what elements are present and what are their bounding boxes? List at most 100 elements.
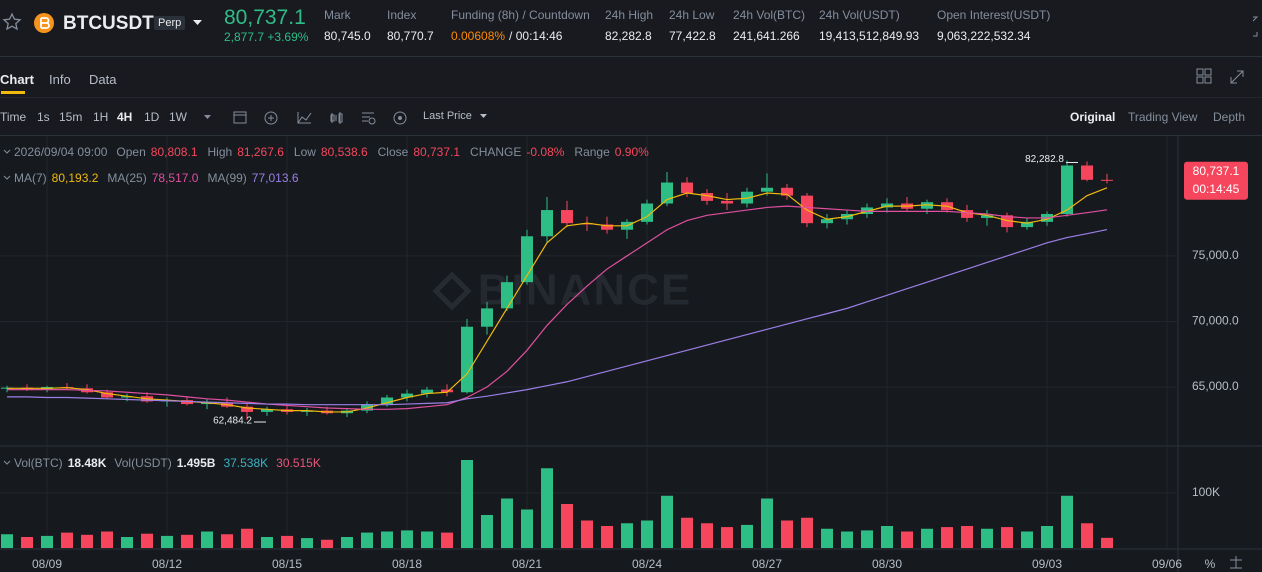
legend-label: Range — [574, 145, 610, 159]
interval[interactable]: 1H — [93, 110, 109, 124]
high-annotation: 82,282.8 — [1025, 154, 1064, 165]
tab[interactable]: Data — [89, 72, 117, 87]
price-tag-countdown: 00:14:45 — [1193, 182, 1240, 196]
legend-time: 2026/09/04 09:00 — [14, 145, 108, 159]
volume-bar — [641, 520, 653, 548]
interval[interactable]: 15m — [59, 110, 83, 124]
collapse-icon[interactable] — [3, 460, 11, 465]
tab[interactable]: Chart — [0, 72, 34, 87]
volume-bar — [81, 534, 93, 548]
volume-bar — [61, 532, 73, 548]
watermark-logo — [432, 271, 472, 311]
coin-icon — [34, 13, 54, 33]
price-type[interactable]: Last Price — [423, 110, 472, 122]
toolbar-bg — [0, 56, 1262, 136]
legend-value: 80,538.6 — [321, 145, 368, 159]
symbol-dropdown[interactable] — [192, 18, 204, 28]
symbol[interactable]: BTCUSDT — [63, 13, 154, 34]
volume-bar — [121, 537, 133, 548]
legend-entry: MA(7) — [14, 171, 47, 185]
collapse-icon[interactable] — [3, 149, 11, 154]
candle-body — [241, 406, 253, 412]
candle-body — [1081, 165, 1093, 180]
toolbar-icons[interactable] — [200, 110, 420, 126]
volume-bar — [1021, 531, 1033, 548]
volume-bar — [381, 531, 393, 548]
volume-bar — [441, 532, 453, 548]
volume-bar — [561, 504, 573, 548]
legend-value: 78,517.0 — [152, 171, 199, 185]
volume-bar — [761, 498, 773, 548]
legend-label: Vol(USDT) — [114, 456, 171, 470]
candle-body — [361, 404, 373, 411]
legend-value: 80,808.1 — [151, 145, 198, 159]
tab[interactable]: Info — [49, 72, 71, 87]
price-tag — [1184, 161, 1248, 200]
volume-bar — [841, 531, 853, 548]
volume-bar — [621, 523, 633, 548]
candle-body — [441, 389, 453, 393]
legend-value: 77,013.6 — [252, 171, 299, 185]
view-option[interactable]: Trading View — [1128, 110, 1198, 124]
interval[interactable]: 1D — [144, 110, 160, 124]
layout-icons[interactable] — [1195, 68, 1255, 88]
volume-bar — [541, 468, 553, 548]
legend-label: Vol(BTC) — [14, 456, 63, 470]
volume-bar — [101, 531, 113, 548]
watermark: BINANCE — [478, 266, 692, 315]
candle-body — [821, 219, 833, 224]
settings-icon[interactable] — [1230, 556, 1242, 569]
candle-body — [181, 400, 193, 405]
collapse-icon[interactable] — [3, 175, 11, 180]
interval[interactable]: 1s — [37, 110, 50, 124]
x-tick-label: 08/09 — [32, 557, 62, 571]
favorite-icon[interactable] — [2, 12, 22, 32]
volume-bar — [861, 530, 873, 548]
volume-bar — [301, 538, 313, 548]
percent-toggle[interactable]: % — [1205, 557, 1216, 571]
legend-value: 1.495B — [177, 456, 216, 470]
price-type-caret[interactable] — [479, 112, 489, 122]
interval[interactable]: 4H — [117, 110, 133, 124]
volume-bar — [981, 528, 993, 548]
candle-body — [761, 187, 773, 192]
stat-value: 9,063,222,532.34 — [937, 29, 1031, 43]
y-tick-label: 75,000.0 — [1192, 248, 1239, 262]
stat-label: Funding (8h) / Countdown — [451, 8, 590, 22]
candle-body — [721, 200, 733, 204]
view-option[interactable]: Original — [1070, 110, 1116, 124]
candle-body — [861, 207, 873, 214]
volume-bar — [581, 520, 593, 548]
low-annotation: 62,484.2 — [213, 416, 252, 427]
volume-bar — [361, 532, 373, 548]
stat-value: 0.00608%/ 00:14:46 — [451, 29, 563, 43]
candle-body — [781, 187, 793, 196]
x-tick-label: 08/12 — [152, 557, 182, 571]
more-icon[interactable] — [1250, 14, 1260, 44]
volume-bar — [881, 526, 893, 548]
interval[interactable]: 1W — [169, 110, 187, 124]
candle-body — [921, 202, 933, 209]
candle-body — [301, 410, 313, 412]
volume-bar — [781, 520, 793, 548]
stat-value: 77,422.8 — [669, 29, 716, 43]
candle-body — [961, 210, 973, 218]
candle-body — [741, 191, 753, 204]
change-abs: 2,877.7 — [224, 30, 265, 44]
legend-label: Open — [116, 145, 145, 159]
volume-bar — [741, 524, 753, 548]
volume-bar — [141, 533, 153, 548]
legend-label: High — [208, 145, 233, 159]
candle-body — [121, 396, 133, 398]
volume-bar — [1001, 527, 1013, 548]
ma-line — [7, 205, 1108, 410]
x-tick-label: 08/15 — [272, 557, 302, 571]
candle-body — [1061, 165, 1073, 214]
volume-bar — [1, 534, 13, 548]
change-pct: +3.69% — [267, 30, 309, 44]
x-tick-label: 08/18 — [392, 557, 422, 571]
view-option[interactable]: Depth — [1213, 110, 1246, 124]
candle-body — [481, 308, 493, 327]
legend-value: -0.08% — [526, 145, 564, 159]
